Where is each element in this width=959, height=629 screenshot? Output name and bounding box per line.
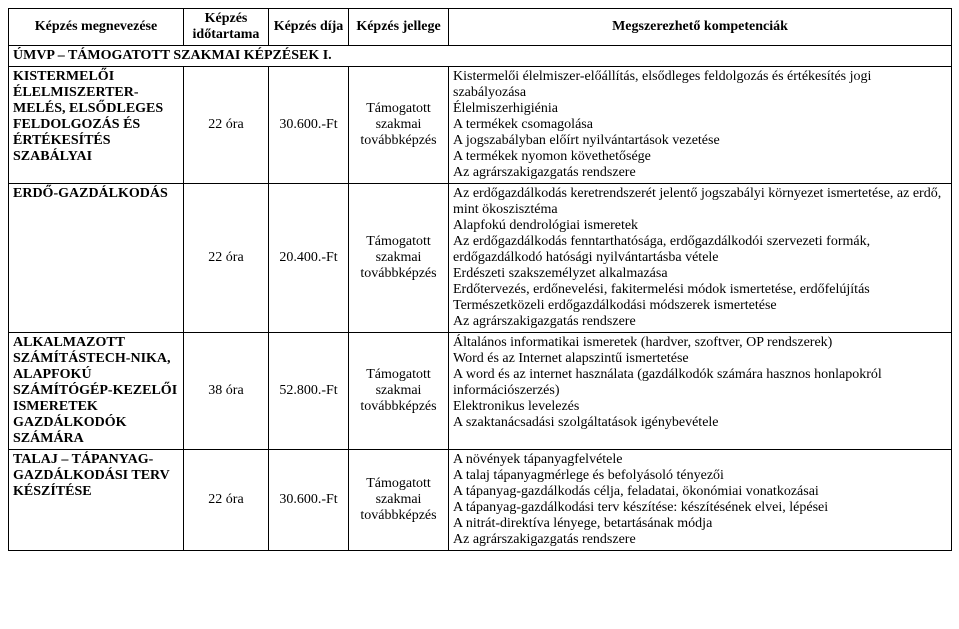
course-name: TALAJ – TÁPANYAG-GAZDÁLKODÁSI TERV KÉSZÍ… (9, 450, 184, 551)
course-fee: 30.600.-Ft (269, 67, 349, 184)
table-row: KISTERMELŐI ÉLELMISZERTER-MELÉS, ELSŐDLE… (9, 67, 952, 184)
course-type: Támogatott szakmai továbbképzés (349, 184, 449, 333)
header-name: Képzés megnevezése (9, 9, 184, 46)
course-name: KISTERMELŐI ÉLELMISZERTER-MELÉS, ELSŐDLE… (9, 67, 184, 184)
course-type: Támogatott szakmai továbbképzés (349, 333, 449, 450)
course-fee: 30.600.-Ft (269, 450, 349, 551)
course-name: ALKALMAZOTT SZÁMÍTÁSTECH-NIKA, ALAPFOKÚ … (9, 333, 184, 450)
course-type: Támogatott szakmai továbbképzés (349, 67, 449, 184)
table-row: TALAJ – TÁPANYAG-GAZDÁLKODÁSI TERV KÉSZÍ… (9, 450, 952, 551)
course-competencies: Általános informatikai ismeretek (hardve… (449, 333, 952, 450)
header-duration: Képzés időtartama (184, 9, 269, 46)
training-table: Képzés megnevezése Képzés időtartama Kép… (8, 8, 952, 551)
course-competencies: Az erdőgazdálkodás keretrendszerét jelen… (449, 184, 952, 333)
course-duration: 38 óra (184, 333, 269, 450)
course-competencies: A növények tápanyagfelvételeA talaj tápa… (449, 450, 952, 551)
course-type: Támogatott szakmai továbbképzés (349, 450, 449, 551)
course-name: ERDŐ-GAZDÁLKODÁS (9, 184, 184, 333)
course-duration: 22 óra (184, 184, 269, 333)
header-type: Képzés jellege (349, 9, 449, 46)
header-fee: Képzés díja (269, 9, 349, 46)
course-duration: 22 óra (184, 67, 269, 184)
course-fee: 20.400.-Ft (269, 184, 349, 333)
course-fee: 52.800.-Ft (269, 333, 349, 450)
header-competencies: Megszerezhető kompetenciák (449, 9, 952, 46)
section-row: ÚMVP – TÁMOGATOTT SZAKMAI KÉPZÉSEK I. (9, 46, 952, 67)
header-row: Képzés megnevezése Képzés időtartama Kép… (9, 9, 952, 46)
course-competencies: Kistermelői élelmiszer-előállítás, elsőd… (449, 67, 952, 184)
course-duration: 22 óra (184, 450, 269, 551)
table-row: ERDŐ-GAZDÁLKODÁS 22 óra 20.400.-Ft Támog… (9, 184, 952, 333)
section-title: ÚMVP – TÁMOGATOTT SZAKMAI KÉPZÉSEK I. (9, 46, 952, 67)
table-row: ALKALMAZOTT SZÁMÍTÁSTECH-NIKA, ALAPFOKÚ … (9, 333, 952, 450)
